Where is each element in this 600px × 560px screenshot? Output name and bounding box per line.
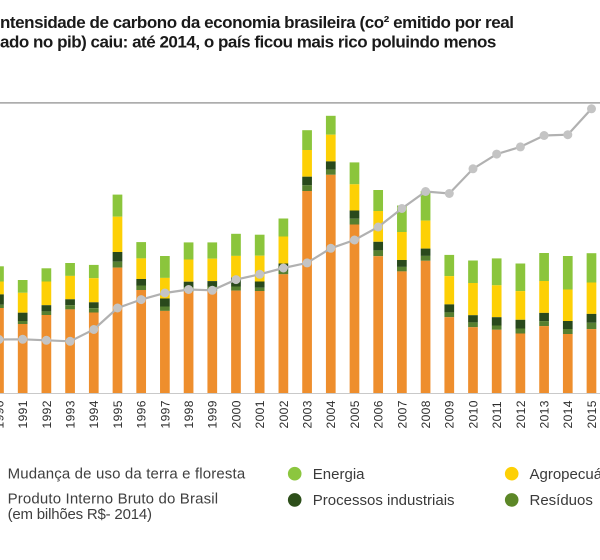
svg-text:2003: 2003 (301, 400, 315, 428)
svg-text:Resíduos: Resíduos (530, 492, 593, 509)
svg-text:Processos industriais: Processos industriais (313, 492, 455, 509)
svg-text:2004: 2004 (324, 400, 338, 428)
svg-text:2010: 2010 (466, 400, 480, 428)
svg-text:Energia: Energia (313, 466, 365, 483)
svg-text:2009: 2009 (443, 400, 457, 428)
svg-text:1994: 1994 (87, 400, 101, 428)
svg-text:2011: 2011 (490, 401, 504, 428)
svg-text:1990: 1990 (0, 400, 6, 428)
svg-text:2002: 2002 (277, 400, 291, 428)
svg-text:2005: 2005 (348, 400, 362, 428)
svg-text:1991: 1991 (16, 400, 30, 428)
svg-text:Mudança de uso da terra e flor: Mudança de uso da terra e floresta (8, 466, 246, 483)
svg-text:1998: 1998 (182, 400, 196, 428)
svg-text:Produto Interno Bruto do Brasi: Produto Interno Bruto do Brasil (8, 491, 219, 508)
svg-text:ado no pib) caiu: até 2014, o: ado no pib) caiu: até 2014, o país ficou… (0, 33, 496, 52)
svg-text:1999: 1999 (206, 400, 220, 428)
svg-text:2014: 2014 (561, 400, 575, 428)
svg-text:2008: 2008 (419, 400, 433, 428)
svg-text:1997: 1997 (158, 400, 172, 428)
svg-text:(em bilhões R$- 2014): (em bilhões R$- 2014) (8, 506, 152, 523)
svg-text:2000: 2000 (229, 400, 243, 428)
svg-text:2012: 2012 (514, 400, 528, 428)
svg-text:1992: 1992 (40, 400, 54, 428)
svg-text:2006: 2006 (372, 400, 386, 428)
svg-text:ntensidade de carbono da econo: ntensidade de carbono da economia brasil… (0, 13, 514, 32)
svg-text:2015: 2015 (585, 400, 599, 428)
svg-text:1995: 1995 (111, 400, 125, 428)
svg-text:2013: 2013 (538, 400, 552, 428)
svg-text:2001: 2001 (253, 400, 267, 428)
svg-text:2007: 2007 (395, 400, 409, 428)
svg-text:Agropecuária: Agropecuária (530, 466, 600, 483)
svg-text:1996: 1996 (135, 400, 149, 428)
svg-text:1993: 1993 (64, 400, 78, 428)
